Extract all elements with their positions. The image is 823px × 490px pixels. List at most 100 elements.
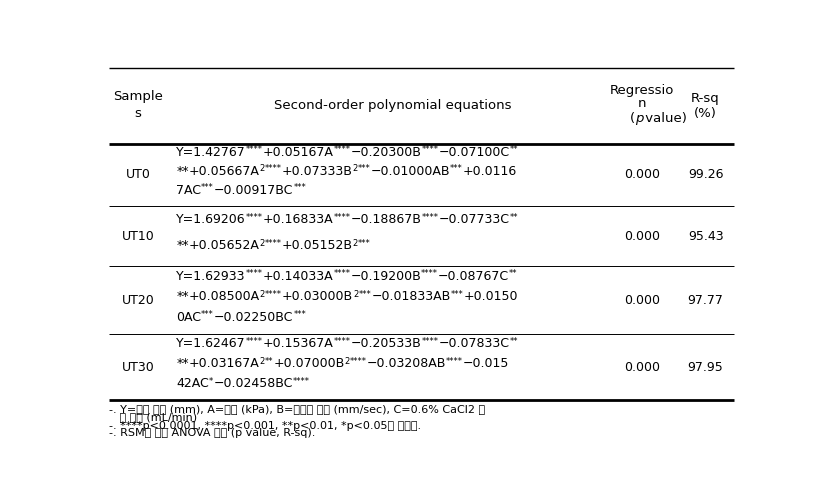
Text: −0.20300B: −0.20300B (351, 146, 421, 159)
Text: −0.07833C: −0.07833C (439, 337, 509, 350)
Text: +0.07000B: +0.07000B (273, 357, 345, 370)
Text: UT0: UT0 (126, 169, 151, 181)
Text: −0.08767C: −0.08767C (438, 270, 509, 283)
Text: +0.0150: +0.0150 (463, 290, 518, 303)
Text: 2: 2 (353, 239, 358, 248)
Text: **: ** (176, 239, 188, 252)
Text: **: ** (510, 146, 518, 154)
Text: Y=1.42767: Y=1.42767 (176, 146, 246, 159)
Text: 2: 2 (353, 290, 359, 299)
Text: ****: **** (246, 213, 263, 221)
Text: ****: **** (421, 146, 439, 154)
Text: −0.03208AB: −0.03208AB (367, 357, 446, 370)
Text: UT10: UT10 (122, 230, 155, 243)
Text: **: ** (509, 213, 518, 221)
Text: −0.00917BC: −0.00917BC (214, 184, 293, 196)
Text: Sample: Sample (113, 90, 163, 103)
Text: value): value) (640, 112, 686, 125)
Text: −0.07733C: −0.07733C (439, 213, 509, 226)
Text: 2: 2 (259, 357, 265, 366)
Text: ****: **** (246, 337, 263, 346)
Text: (%): (%) (694, 107, 717, 120)
Text: +0.05652A: +0.05652A (188, 239, 259, 252)
Text: ***: *** (450, 164, 463, 173)
Text: (: ( (630, 112, 635, 125)
Text: ****: **** (265, 290, 282, 299)
Text: 99.26: 99.26 (688, 169, 723, 181)
Text: Regressio: Regressio (610, 84, 674, 97)
Text: ***: *** (293, 310, 306, 319)
Text: Second-order polynomial equations: Second-order polynomial equations (274, 99, 512, 113)
Text: **: ** (176, 290, 188, 303)
Text: ****: **** (446, 357, 463, 366)
Text: +0.05167A: +0.05167A (263, 146, 334, 159)
Text: UT20: UT20 (122, 294, 155, 307)
Text: UT30: UT30 (122, 361, 155, 374)
Text: +0.05152B: +0.05152B (281, 239, 353, 252)
Text: ***: *** (358, 164, 370, 173)
Text: +0.03167A: +0.03167A (188, 357, 259, 370)
Text: *: * (209, 377, 213, 386)
Text: +0.03000B: +0.03000B (282, 290, 353, 303)
Text: ***: *** (293, 183, 306, 192)
Text: **: ** (509, 337, 518, 346)
Text: ****: **** (333, 337, 351, 346)
Text: 7AC: 7AC (176, 184, 202, 196)
Text: 0AC: 0AC (176, 311, 202, 324)
Text: +0.0116: +0.0116 (463, 165, 517, 178)
Text: **: ** (176, 357, 188, 370)
Text: 95.43: 95.43 (688, 230, 723, 243)
Text: −0.01833AB: −0.01833AB (371, 290, 450, 303)
Text: +0.08500A: +0.08500A (188, 290, 260, 303)
Text: ***: *** (450, 290, 463, 299)
Text: -. ****p<0.0001, ****p<0.001, **p<0.01, *p<0.05을 나타냄.: -. ****p<0.0001, ****p<0.001, **p<0.01, … (109, 420, 421, 431)
Text: +0.14033A: +0.14033A (263, 270, 333, 283)
Text: s: s (134, 107, 142, 120)
Text: 42AC: 42AC (176, 377, 209, 390)
Text: ****: **** (265, 164, 281, 173)
Text: −0.015: −0.015 (463, 357, 509, 370)
Text: 0.000: 0.000 (624, 169, 660, 181)
Text: 97.77: 97.77 (688, 294, 723, 307)
Text: −0.18867B: −0.18867B (351, 213, 421, 226)
Text: p: p (635, 112, 644, 125)
Text: −0.01000AB: −0.01000AB (370, 165, 450, 178)
Text: Y=1.69206: Y=1.69206 (176, 213, 246, 226)
Text: 2: 2 (259, 164, 265, 173)
Text: +0.16833A: +0.16833A (263, 213, 333, 226)
Text: 0.000: 0.000 (624, 294, 660, 307)
Text: ****: **** (265, 239, 281, 248)
Text: 2: 2 (259, 239, 265, 248)
Text: ****: **** (334, 146, 351, 154)
Text: **: ** (265, 357, 273, 366)
Text: ****: **** (421, 337, 439, 346)
Text: 0.000: 0.000 (624, 361, 660, 374)
Text: -. RSM에 대한 ANOVA 분석 (p value, R-sq).: -. RSM에 대한 ANOVA 분석 (p value, R-sq). (109, 428, 316, 438)
Text: ****: **** (333, 269, 351, 278)
Text: −0.02250BC: −0.02250BC (214, 311, 293, 324)
Text: 2: 2 (260, 290, 265, 299)
Text: **: ** (509, 269, 518, 278)
Text: Y=1.62933: Y=1.62933 (176, 270, 246, 283)
Text: R-sq: R-sq (691, 92, 720, 105)
Text: Y=1.62467: Y=1.62467 (176, 337, 246, 350)
Text: 0.000: 0.000 (624, 230, 660, 243)
Text: ****: **** (421, 213, 439, 221)
Text: ****: **** (246, 146, 263, 154)
Text: n: n (638, 97, 646, 110)
Text: ***: *** (202, 183, 214, 192)
Text: **: ** (176, 165, 188, 178)
Text: 97.95: 97.95 (688, 361, 723, 374)
Text: ****: **** (333, 213, 351, 221)
Text: ****: **** (246, 269, 263, 278)
Text: −0.19200B: −0.19200B (351, 270, 421, 283)
Text: +0.15367A: +0.15367A (263, 337, 333, 350)
Text: 2: 2 (353, 164, 358, 173)
Text: ***: *** (359, 290, 371, 299)
Text: +0.05667A: +0.05667A (188, 165, 259, 178)
Text: −0.20533B: −0.20533B (351, 337, 421, 350)
Text: +0.07333B: +0.07333B (281, 165, 353, 178)
Text: ***: *** (358, 239, 371, 248)
Text: −0.02458BC: −0.02458BC (213, 377, 293, 390)
Text: ****: **** (421, 269, 438, 278)
